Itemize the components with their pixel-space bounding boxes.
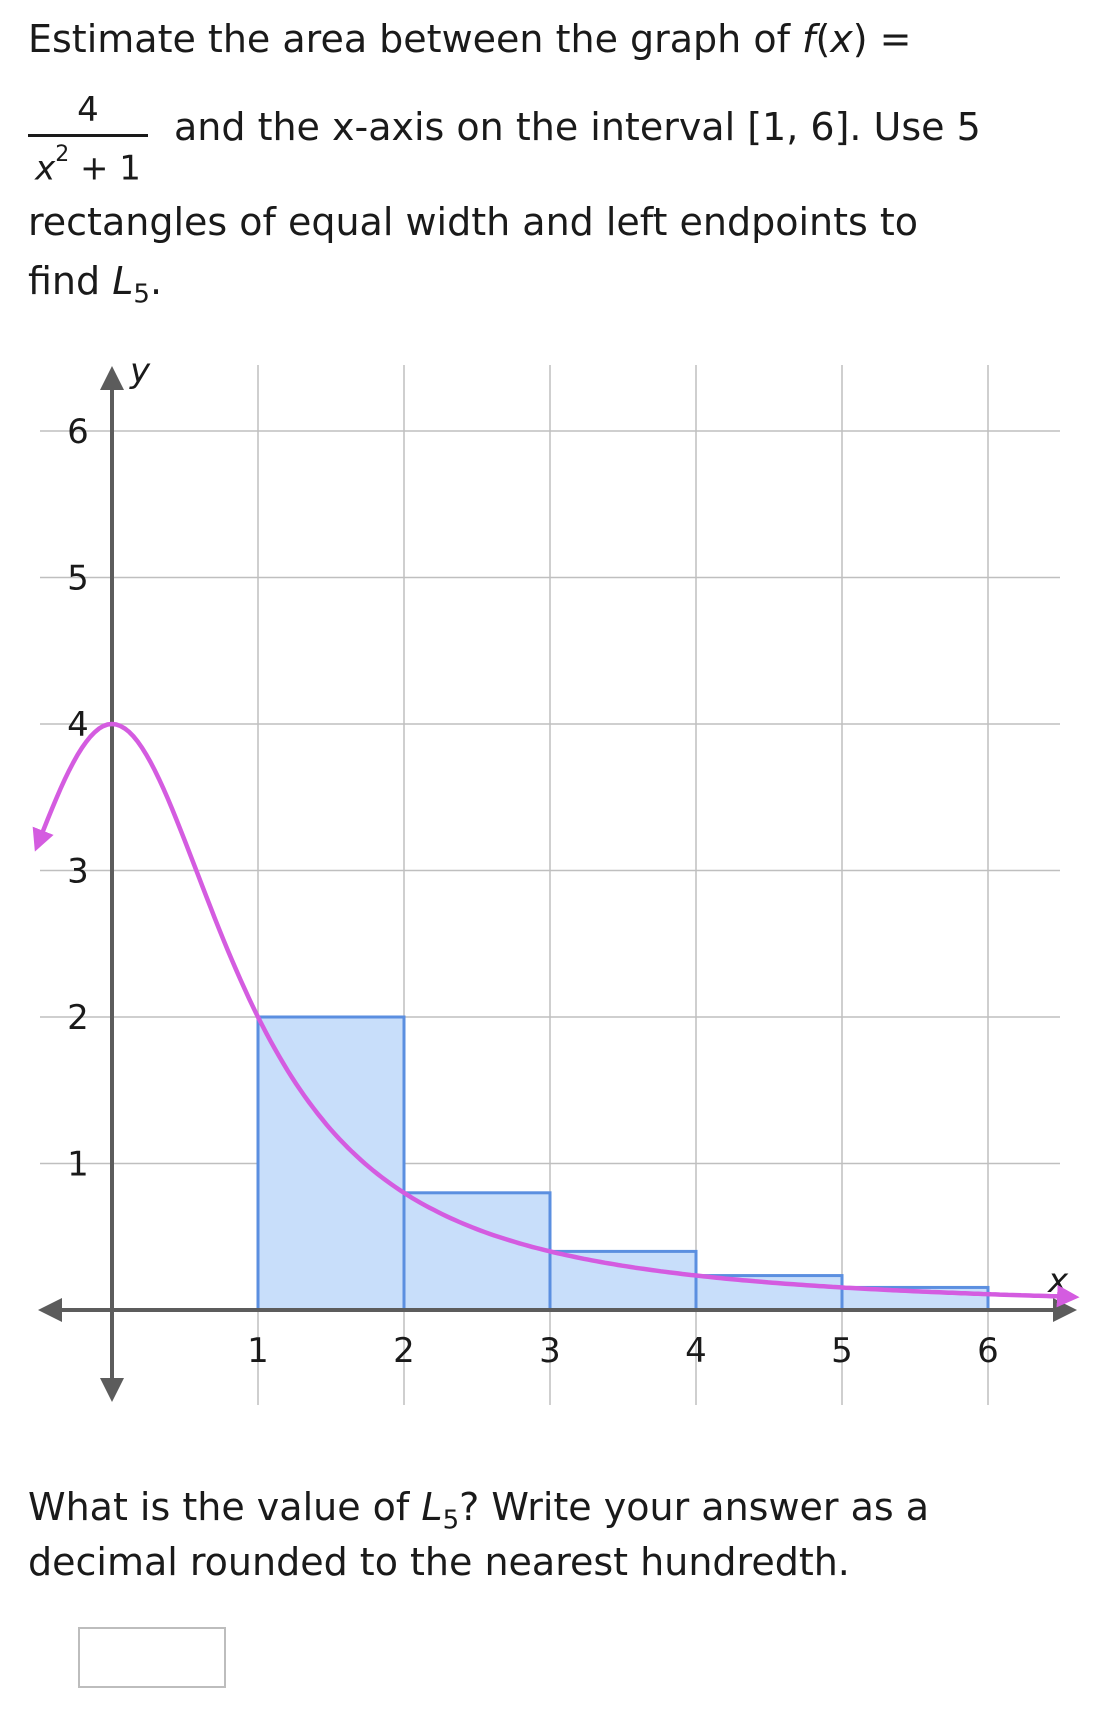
y-tick-label-2: 2 (67, 998, 89, 1038)
fraction-bar (28, 134, 148, 137)
x-tick-label-3: 3 (539, 1331, 561, 1371)
y-tick-label-3: 3 (67, 852, 89, 892)
function-fraction: 4 x2 + 1 (28, 88, 148, 188)
question-line-2: and the x-axis on the interval [1, 6]. U… (174, 105, 981, 149)
y-axis-label: y (129, 351, 151, 391)
rectangle-2 (402, 1191, 552, 1312)
x-tick-label-6: 6 (977, 1331, 999, 1371)
function-name: f (802, 17, 816, 61)
prompt-line-2: decimal rounded to the nearest hundredth… (28, 1540, 850, 1584)
y-tick-label-4: 4 (67, 705, 89, 745)
answer-input[interactable] (78, 1627, 226, 1688)
question-line-4: find L5. (28, 259, 163, 310)
fraction-numerator: 4 (77, 90, 99, 130)
prompt-line-1: What is the value of L5? Write your answ… (28, 1485, 930, 1536)
y-tick-label-5: 5 (67, 559, 89, 599)
curve-group (32, 721, 1080, 1308)
x-tick-label-4: 4 (685, 1331, 707, 1371)
question-line-1: Estimate the area between the graph of f… (28, 17, 912, 61)
y-tick-label-1: 1 (67, 1145, 89, 1185)
fraction-denominator: x2 + 1 (35, 142, 141, 189)
rectangle-3 (548, 1249, 698, 1312)
x-tick-label-2: 2 (393, 1331, 415, 1371)
y-tick-label-6: 6 (67, 412, 89, 452)
function-curve (32, 721, 1080, 1308)
x-tick-label-5: 5 (831, 1331, 853, 1371)
x-tick-label-1: 1 (247, 1331, 269, 1371)
question-line-3: rectangles of equal width and left endpo… (28, 200, 919, 244)
